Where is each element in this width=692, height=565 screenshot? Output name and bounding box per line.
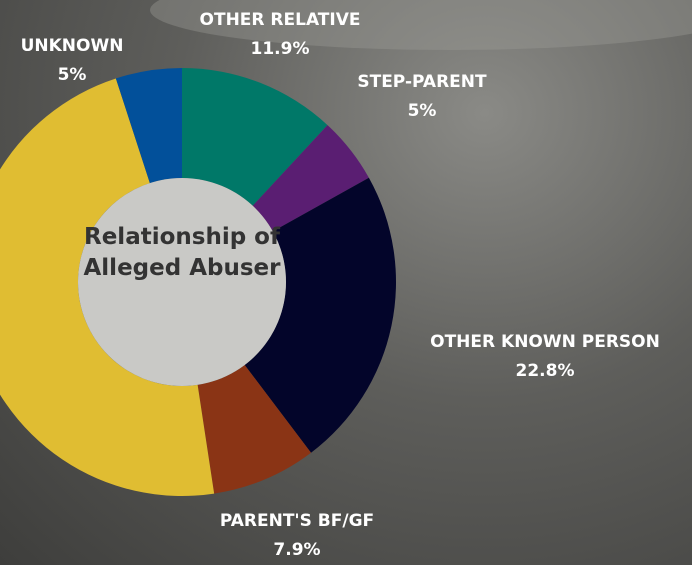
value-label: 5%	[58, 65, 87, 85]
segment-label: OTHER RELATIVE	[200, 10, 361, 30]
value-label: 22.8%	[516, 361, 575, 381]
donut-segment	[197, 364, 312, 494]
value-label: 7.9%	[273, 540, 320, 560]
value-label: 5%	[408, 101, 437, 121]
segment-label: STEP-PARENT	[357, 72, 487, 92]
donut-hole	[78, 178, 286, 386]
donut-segment	[0, 78, 215, 496]
segment-label: PARENT'S BF/GF	[220, 511, 374, 531]
segment-label: UNKNOWN	[21, 36, 124, 56]
value-label: 11.9%	[251, 39, 310, 59]
donut-segment	[182, 68, 328, 206]
donut-segment	[244, 177, 396, 453]
donut-segment	[115, 68, 182, 184]
donut-segment	[252, 125, 369, 232]
chart-title: Relationship of Alleged Abuser	[83, 224, 281, 281]
background-texture	[150, 0, 692, 50]
segment-label: OTHER KNOWN PERSON	[430, 332, 660, 352]
